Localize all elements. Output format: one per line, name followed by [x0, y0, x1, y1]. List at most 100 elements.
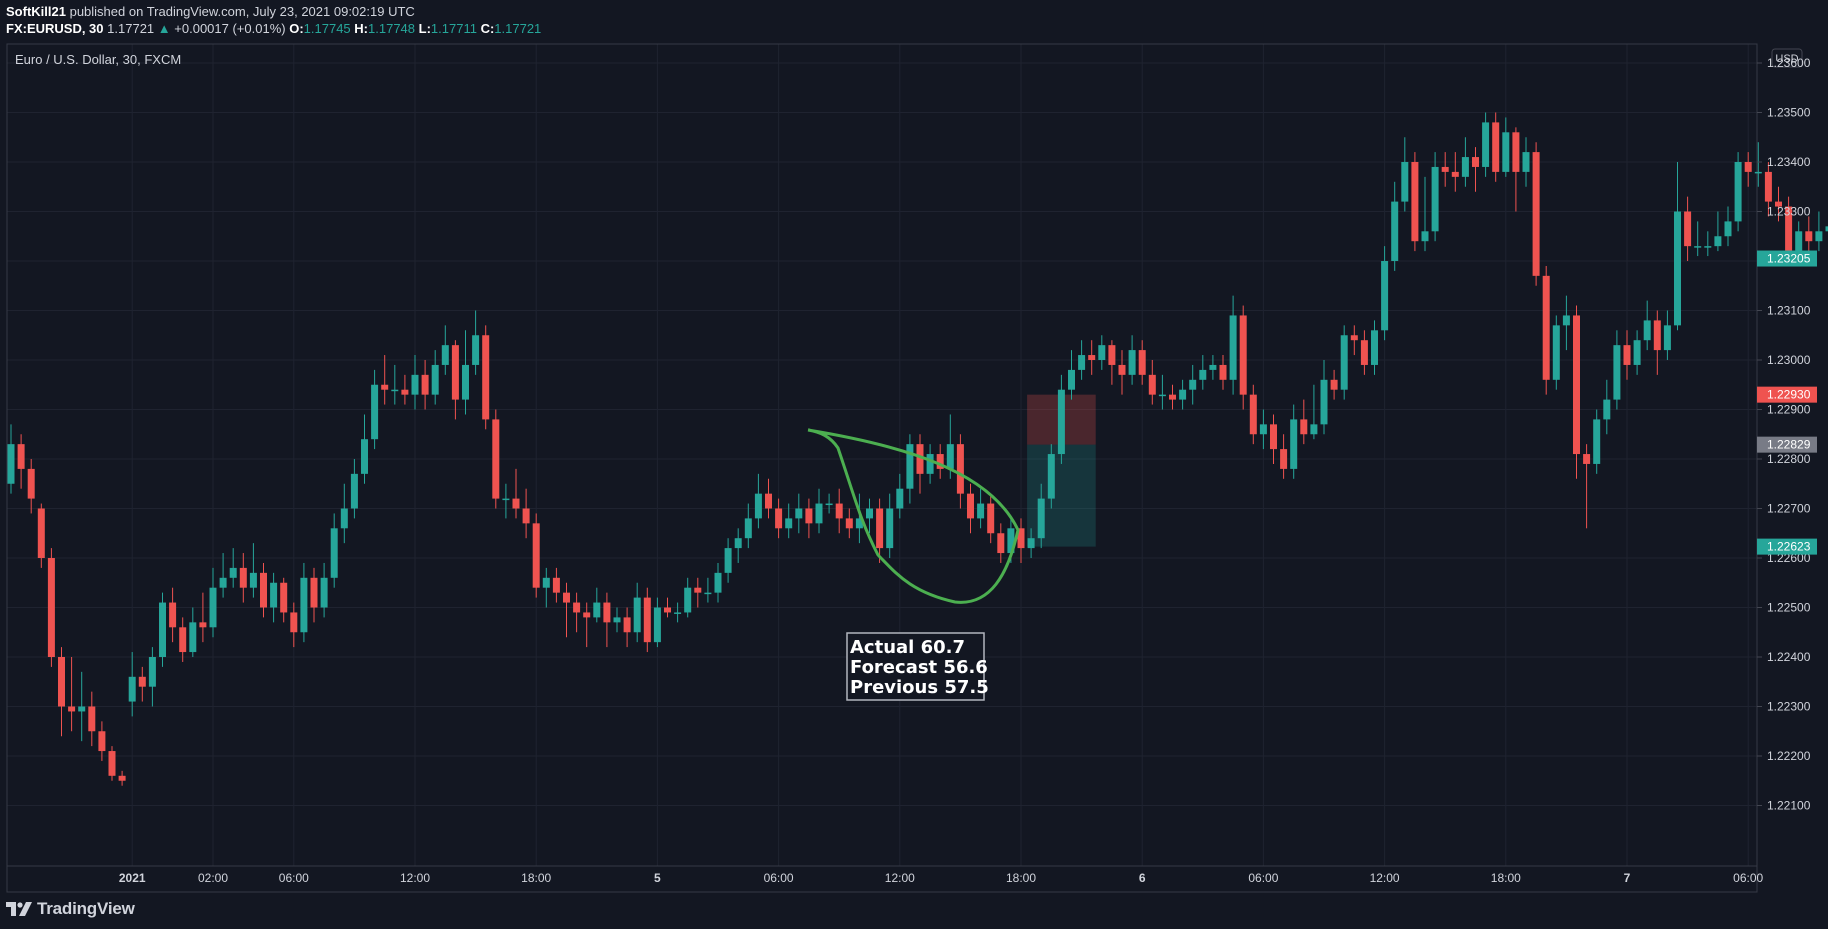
open-label: O: — [289, 21, 304, 36]
candle — [381, 355, 389, 405]
candle — [714, 562, 722, 603]
author-name[interactable]: SoftKill21 — [6, 4, 66, 19]
candle — [421, 360, 429, 410]
candle-body — [1179, 389, 1187, 400]
candle-body — [148, 657, 156, 687]
candle — [997, 523, 1005, 563]
candle — [1714, 211, 1722, 252]
candle — [855, 493, 863, 544]
open-value: 1.17745 — [303, 21, 351, 36]
candle — [1684, 196, 1692, 261]
candle — [58, 647, 65, 737]
candle — [1068, 350, 1075, 400]
candle — [1189, 364, 1197, 405]
candle-body — [1815, 231, 1823, 242]
candle — [583, 602, 591, 648]
candle-body — [1492, 122, 1500, 172]
candle — [573, 592, 581, 633]
candle — [1098, 335, 1106, 370]
candle-body — [47, 558, 55, 657]
candle — [1431, 152, 1439, 242]
candle — [1138, 340, 1146, 385]
candle — [1047, 444, 1055, 509]
candle — [88, 691, 96, 747]
candle-body — [785, 518, 793, 529]
candle — [1542, 265, 1550, 395]
candle-body — [27, 468, 35, 499]
candle — [1603, 379, 1611, 435]
price-axis[interactable]: 1.236001.235001.234001.233001.232001.231… — [1757, 56, 1811, 813]
candle — [1583, 444, 1591, 529]
candle-body — [169, 602, 177, 628]
candle-body — [98, 731, 106, 752]
candle — [593, 587, 601, 623]
candle-body — [1562, 315, 1570, 326]
candle-body — [1401, 162, 1409, 202]
price-tick-label: 1.23100 — [1767, 304, 1811, 318]
candle — [260, 562, 267, 618]
close-label: C: — [480, 21, 495, 36]
time-tick-label: 06:00 — [1248, 871, 1278, 885]
candle — [1027, 528, 1035, 558]
candle-body — [1078, 355, 1086, 370]
candle-body — [1441, 166, 1449, 172]
publish-header: SoftKill21 published on TradingView.com,… — [0, 0, 1828, 44]
high-label: H: — [354, 21, 369, 36]
candle — [987, 493, 995, 544]
candle-body — [1573, 315, 1580, 455]
candle-body — [270, 582, 278, 608]
candle-body — [1320, 379, 1328, 425]
candle — [290, 602, 298, 648]
highlight-freehand-circle[interactable] — [807, 428, 1020, 604]
candle — [815, 488, 823, 534]
candle-body — [229, 567, 237, 578]
candle-body — [1451, 171, 1459, 177]
candle-body — [421, 374, 429, 395]
price-badge-box — [1757, 250, 1817, 267]
candle — [1694, 221, 1702, 257]
price-badge-label: 1.22829 — [1767, 438, 1811, 452]
candle — [47, 548, 55, 667]
price-tick-label: 1.22100 — [1767, 799, 1811, 813]
candle — [108, 746, 116, 781]
tradingview-logo[interactable]: TradingView — [6, 899, 135, 919]
candle — [1179, 379, 1187, 410]
annotation-box[interactable]: Actual 60.7 Forecast 56.6 Previous 57.5 — [846, 632, 989, 701]
candle — [1017, 518, 1025, 563]
candle-body — [1239, 315, 1247, 395]
time-tick-label: 18:00 — [1491, 871, 1521, 885]
candle — [492, 409, 500, 509]
candle-body — [623, 617, 631, 633]
candle-body — [159, 602, 166, 657]
candle-body — [492, 419, 500, 499]
time-axis[interactable]: 2021 02:00 06:00 12:00 18:00 5 06:00 12:00 18:00… — [119, 871, 1764, 885]
candle — [1108, 340, 1116, 385]
candle — [896, 473, 904, 519]
candle-body — [795, 508, 803, 519]
candle — [967, 483, 974, 534]
candle-body — [906, 444, 914, 489]
candle-body — [310, 577, 318, 608]
candle — [68, 657, 76, 732]
candle — [1775, 186, 1782, 222]
candle-body — [1037, 498, 1045, 539]
candle — [1633, 330, 1641, 375]
candle-body — [1047, 454, 1055, 499]
candle — [1573, 305, 1580, 479]
candle — [1552, 315, 1560, 390]
candle — [1724, 206, 1732, 247]
candle-body — [1007, 528, 1015, 554]
candle — [744, 503, 752, 549]
candle — [684, 577, 692, 618]
symbol-name[interactable]: FX:EURUSD, 30 — [6, 21, 104, 36]
candle-body — [563, 592, 570, 603]
candle — [765, 478, 772, 519]
candle — [1623, 330, 1631, 380]
candle — [643, 587, 651, 653]
candle-body — [1704, 246, 1712, 248]
candle-body — [542, 577, 550, 588]
candle-body — [866, 508, 873, 519]
candle — [1482, 112, 1490, 177]
price-badges: 1.23205 1.22930 1.22829 1.22623 — [1757, 250, 1817, 555]
